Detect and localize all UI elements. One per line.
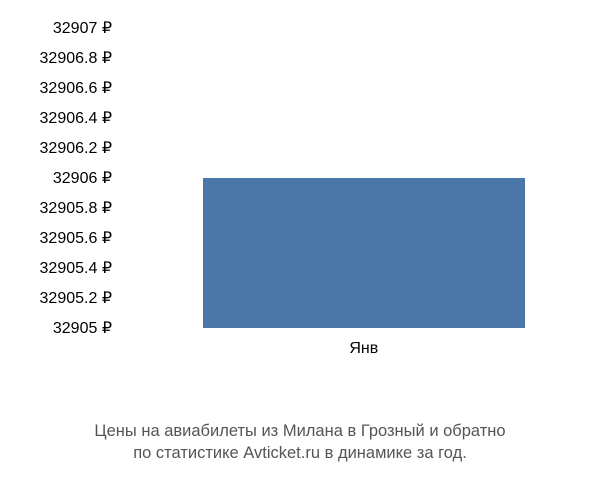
y-tick-label: 32905.2 ₽ xyxy=(40,288,112,308)
y-tick-label: 32906.4 ₽ xyxy=(40,108,112,128)
y-tick-label: 32905.4 ₽ xyxy=(40,258,112,278)
y-tick-label: 32906.6 ₽ xyxy=(40,78,112,98)
y-tick-label: 32906 ₽ xyxy=(53,168,112,188)
price-chart: 32907 ₽32906.8 ₽32906.6 ₽32906.4 ₽32906.… xyxy=(0,28,600,328)
chart-area: 32907 ₽32906.8 ₽32906.6 ₽32906.4 ₽32906.… xyxy=(0,28,600,328)
y-axis-labels: 32907 ₽32906.8 ₽32906.6 ₽32906.4 ₽32906.… xyxy=(0,28,120,328)
y-tick-label: 32906.2 ₽ xyxy=(40,138,112,158)
caption-line-1: Цены на авиабилеты из Милана в Грозный и… xyxy=(94,422,505,440)
y-tick-label: 32907 ₽ xyxy=(53,18,112,38)
x-tick-label: Янв xyxy=(349,340,378,358)
caption-line-2: по статистике Avticket.ru в динамике за … xyxy=(133,444,467,462)
chart-caption: Цены на авиабилеты из Милана в Грозный и… xyxy=(0,420,600,465)
y-tick-label: 32905.8 ₽ xyxy=(40,198,112,218)
plot-area xyxy=(120,28,580,328)
y-tick-label: 32905.6 ₽ xyxy=(40,228,112,248)
y-tick-label: 32905 ₽ xyxy=(53,318,112,338)
bar xyxy=(203,178,525,328)
y-tick-label: 32906.8 ₽ xyxy=(40,48,112,68)
